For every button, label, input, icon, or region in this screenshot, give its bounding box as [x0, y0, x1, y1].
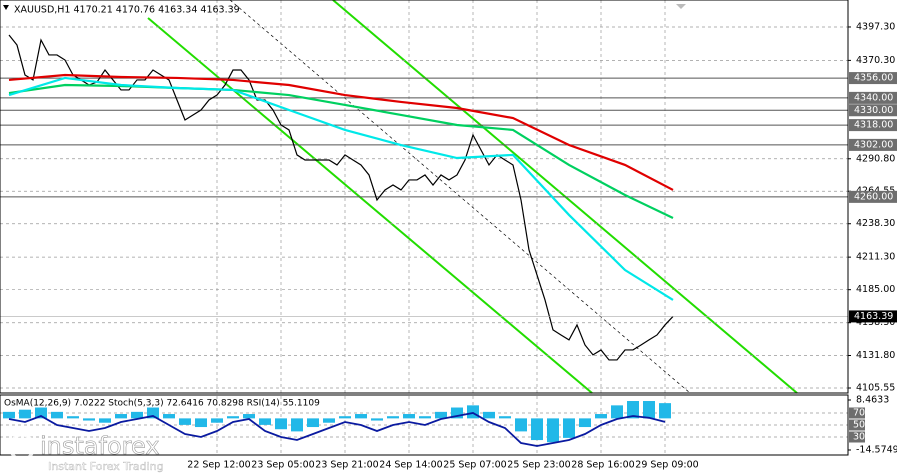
- osma-bar: [323, 418, 335, 423]
- level-label: 4340.00: [854, 92, 893, 103]
- osma-bar: [419, 416, 431, 419]
- level-label: 4318.00: [854, 120, 893, 131]
- chart-title: XAUUSD,H1 4170.21 4170.76 4163.34 4163.3…: [14, 5, 240, 16]
- y-tick-label: -14.5749: [856, 444, 897, 455]
- level-label-box: [849, 104, 897, 117]
- oscillator-line: [8, 412, 666, 447]
- osma-bar: [307, 418, 319, 428]
- x-tick-label: 25 Sep 23:00: [507, 460, 570, 471]
- y2-tick-box: [849, 407, 865, 419]
- level-label-box: [849, 119, 897, 132]
- osma-bar: [467, 405, 479, 419]
- osma-bar: [99, 418, 111, 423]
- x-tick-label: 28 Sep 16:00: [571, 460, 634, 471]
- osma-bar: [19, 409, 31, 419]
- watermark-brand: instaforex: [40, 432, 160, 460]
- y-tick-label: 4211.30: [856, 252, 895, 263]
- series-line: [8, 34, 674, 361]
- osma-bar: [83, 418, 95, 421]
- main-frame: [0, 0, 849, 394]
- watermark: instaforex Instant Forex Trading: [8, 432, 164, 473]
- level-label: 4356.00: [854, 73, 893, 84]
- osma-bar: [131, 411, 143, 419]
- x-tick-label: 24 Sep 14:00: [379, 460, 442, 471]
- level-label-box: [849, 91, 897, 104]
- level-label-box: [849, 138, 897, 151]
- osma-bar: [627, 401, 639, 419]
- level-label-box: [849, 72, 897, 85]
- oscillator-frame: [0, 394, 849, 456]
- osma-bar: [275, 418, 287, 430]
- osma-bar: [355, 414, 367, 419]
- osma-bar: [563, 418, 575, 438]
- y-tick-label: 4131.80: [856, 350, 895, 361]
- x-tick-label: 23 Sep 21:00: [315, 460, 378, 471]
- osma-bar: [195, 418, 207, 428]
- y2-tick-box: [849, 431, 865, 443]
- osma-bar: [547, 418, 559, 443]
- osma-bar: [35, 407, 47, 419]
- level-label: 4260.00: [854, 191, 893, 202]
- title-icon: [3, 5, 9, 10]
- osma-bar: [67, 416, 79, 419]
- osma-bar: [643, 401, 655, 419]
- osma-bar: [227, 416, 239, 419]
- osma-bar: [483, 411, 495, 419]
- osma-bar: [579, 418, 591, 428]
- y-tick-label: 8.4633: [856, 395, 889, 406]
- osma-bar: [259, 418, 271, 425]
- osma-bar: [371, 418, 383, 421]
- logo-mark: [8, 433, 36, 461]
- oscillator-title: OsMA(12,26,9) 7.0222 Stoch(5,3,3) 72.641…: [4, 399, 320, 409]
- level-label: 4330.00: [854, 105, 893, 116]
- osma-bar: [531, 418, 543, 441]
- osma-bar: [499, 416, 511, 419]
- last-price-box: [849, 310, 897, 323]
- osma-bar: [515, 418, 527, 432]
- osma-bar: [291, 418, 303, 432]
- level-label-box: [849, 190, 897, 203]
- osma-bar: [115, 414, 127, 419]
- osma-bar: [403, 414, 415, 419]
- series-line: [8, 76, 674, 301]
- osma-bar: [611, 405, 623, 419]
- osma-bar: [339, 416, 351, 419]
- y-tick-label: 4238.30: [856, 218, 895, 229]
- y2-tick-label: 50: [853, 420, 865, 431]
- osma-bar: [595, 414, 607, 419]
- osma-bar: [659, 403, 671, 419]
- osma-bar: [147, 407, 159, 419]
- osma-bar: [387, 416, 399, 419]
- y-tick-label: 4105.55: [856, 382, 895, 393]
- shift-marker: [676, 4, 686, 9]
- x-tick-label: 29 Sep 09:00: [635, 460, 698, 471]
- y2-tick-box: [849, 419, 865, 431]
- plot-layer: [0, 0, 848, 455]
- watermark-tagline: Instant Forex Trading: [48, 460, 164, 473]
- y2-tick-label: 30: [853, 432, 865, 443]
- osma-bar: [451, 407, 463, 419]
- osma-bar: [179, 418, 191, 425]
- osma-bar: [51, 411, 63, 419]
- osma-bar: [3, 411, 15, 419]
- y2-tick-label: 70: [853, 408, 865, 419]
- x-tick-label: 25 Sep 07:00: [443, 460, 506, 471]
- y-tick-label: 4158.30: [856, 317, 895, 328]
- osma-bar: [435, 411, 447, 419]
- x-tick-label: 22 Sep 12:00: [187, 460, 250, 471]
- level-label: 4302.00: [854, 139, 893, 150]
- x-tick-label: 23 Sep 05:00: [251, 460, 314, 471]
- osma-bar: [243, 414, 255, 419]
- osma-bar: [211, 418, 223, 423]
- series-line: [8, 73, 674, 191]
- y-tick-label: 4370.30: [856, 55, 895, 66]
- y-tick-label: 4397.30: [856, 21, 895, 32]
- y-tick-label: 4185.00: [856, 284, 895, 295]
- y-tick-label: 4290.80: [856, 153, 895, 164]
- last-price-label: 4163.39: [854, 311, 893, 322]
- osma-bar: [163, 414, 175, 419]
